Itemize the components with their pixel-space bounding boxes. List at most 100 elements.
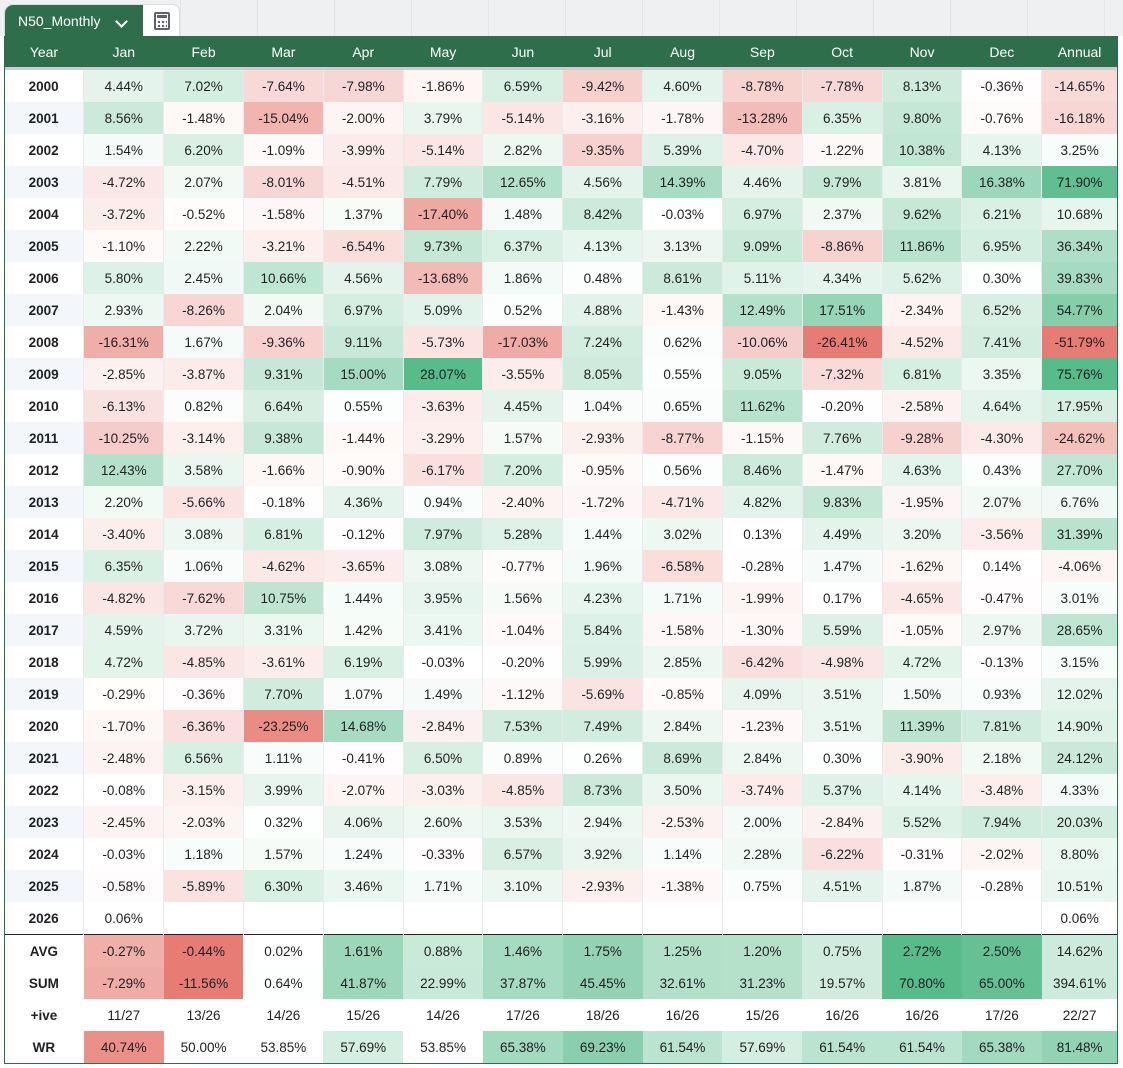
monthly-return-cell[interactable]: 3.51% <box>802 678 883 710</box>
monthly-return-cell[interactable]: 4.60% <box>642 68 723 102</box>
monthly-return-cell[interactable]: 0.93% <box>961 678 1043 710</box>
monthly-return-cell[interactable]: 1.14% <box>642 838 723 870</box>
monthly-return-cell[interactable]: -1.99% <box>722 582 803 614</box>
monthly-return-cell[interactable] <box>802 902 883 935</box>
column-header[interactable]: Jun <box>482 36 563 69</box>
monthly-return-cell[interactable]: 0.32% <box>243 806 324 838</box>
annual-return-cell[interactable]: -51.79% <box>1041 326 1118 358</box>
monthly-return-cell[interactable]: 2.60% <box>403 806 484 838</box>
annual-return-cell[interactable]: -16.18% <box>1041 102 1118 134</box>
monthly-return-cell[interactable]: -4.71% <box>642 486 723 518</box>
monthly-return-cell[interactable]: 3.95% <box>403 582 484 614</box>
monthly-return-cell[interactable]: 6.56% <box>163 742 244 774</box>
year-cell[interactable]: 2000 <box>4 68 85 102</box>
monthly-return-cell[interactable]: -0.31% <box>882 838 963 870</box>
year-cell[interactable]: 2004 <box>4 198 85 230</box>
summary-label[interactable]: SUM <box>28 975 59 991</box>
monthly-return-cell[interactable]: 14.68% <box>323 710 404 742</box>
summary-cell[interactable]: 1.20% <box>722 934 803 967</box>
column-header[interactable]: Oct <box>802 36 883 69</box>
monthly-return-cell[interactable] <box>562 902 644 935</box>
summary-cell[interactable]: 1.61% <box>323 934 404 967</box>
annual-return-cell[interactable]: 17.95% <box>1041 390 1118 422</box>
monthly-return-cell[interactable]: 3.13% <box>642 230 723 262</box>
monthly-return-cell[interactable]: -16.31% <box>83 326 165 358</box>
monthly-return-cell[interactable]: -0.20% <box>482 646 564 678</box>
monthly-return-cell[interactable]: -3.29% <box>403 422 484 454</box>
monthly-return-cell[interactable]: 3.53% <box>482 806 564 838</box>
monthly-return-cell[interactable]: 15.00% <box>323 358 404 390</box>
monthly-return-cell[interactable]: 10.75% <box>243 582 324 614</box>
summary-cell[interactable]: 1.25% <box>642 934 723 967</box>
monthly-return-cell[interactable]: -26.41% <box>802 326 883 358</box>
annual-return-cell[interactable]: 39.83% <box>1041 262 1118 294</box>
monthly-return-cell[interactable]: 5.84% <box>562 614 644 646</box>
monthly-return-cell[interactable]: 1.42% <box>323 614 404 646</box>
annual-return-cell[interactable]: 14.90% <box>1041 710 1118 742</box>
calculator-button[interactable] <box>143 5 181 37</box>
monthly-return-cell[interactable]: 0.26% <box>562 742 644 774</box>
monthly-return-cell[interactable]: -6.17% <box>403 454 484 486</box>
monthly-return-cell[interactable]: -2.07% <box>323 774 404 806</box>
monthly-return-cell[interactable]: 9.62% <box>882 198 963 230</box>
monthly-return-cell[interactable]: -9.28% <box>882 422 963 454</box>
monthly-return-cell[interactable]: 7.20% <box>482 454 564 486</box>
year-cell[interactable]: 2018 <box>4 646 85 678</box>
monthly-return-cell[interactable]: -1.95% <box>882 486 963 518</box>
year-cell[interactable]: 2011 <box>4 422 85 454</box>
summary-label[interactable]: AVG <box>4 934 84 967</box>
monthly-return-cell[interactable]: 6.19% <box>323 646 404 678</box>
summary-cell[interactable]: 394.61% <box>1041 967 1118 999</box>
summary-cell[interactable]: 16/26 <box>802 999 883 1031</box>
monthly-return-cell[interactable]: 6.64% <box>243 390 324 422</box>
monthly-return-cell[interactable]: 4.56% <box>562 166 644 198</box>
monthly-return-cell[interactable]: -0.29% <box>83 678 165 710</box>
year-cell[interactable]: 2003 <box>4 166 85 198</box>
monthly-return-cell[interactable]: 0.06% <box>83 902 165 935</box>
monthly-return-cell[interactable]: 7.49% <box>562 710 644 742</box>
monthly-return-cell[interactable]: -1.09% <box>243 134 324 166</box>
monthly-return-cell[interactable]: 0.82% <box>163 390 244 422</box>
monthly-return-cell[interactable]: -10.06% <box>722 326 803 358</box>
monthly-return-cell[interactable]: 12.43% <box>83 454 165 486</box>
monthly-return-cell[interactable]: 11.62% <box>722 390 803 422</box>
monthly-return-cell[interactable]: 2.28% <box>722 838 803 870</box>
monthly-return-cell[interactable]: -2.02% <box>961 838 1043 870</box>
monthly-return-cell[interactable]: -1.05% <box>882 614 963 646</box>
monthly-return-cell[interactable] <box>482 902 564 935</box>
monthly-return-cell[interactable]: -4.82% <box>83 582 165 614</box>
monthly-return-cell[interactable]: -1.44% <box>323 422 404 454</box>
summary-cell[interactable]: 22/27 <box>1041 999 1118 1031</box>
column-header[interactable]: May <box>403 36 483 69</box>
monthly-return-cell[interactable]: 5.52% <box>882 806 963 838</box>
monthly-return-cell[interactable]: 6.81% <box>882 358 963 390</box>
year-cell[interactable]: 2006 <box>4 262 85 294</box>
monthly-return-cell[interactable]: 2.07% <box>961 486 1043 518</box>
monthly-return-cell[interactable]: -0.20% <box>802 390 883 422</box>
monthly-return-cell[interactable]: -4.85% <box>163 646 244 678</box>
monthly-return-cell[interactable]: -4.62% <box>243 550 324 582</box>
monthly-return-cell[interactable]: 8.46% <box>722 454 803 486</box>
monthly-return-cell[interactable]: -0.47% <box>961 582 1043 614</box>
year-cell[interactable]: 2016 <box>4 582 85 614</box>
monthly-return-cell[interactable]: 1.49% <box>403 678 484 710</box>
summary-cell[interactable]: 65.00% <box>961 967 1042 999</box>
monthly-return-cell[interactable]: -9.35% <box>562 134 644 166</box>
column-header[interactable]: Sep <box>722 36 803 69</box>
monthly-return-cell[interactable]: 0.75% <box>722 870 803 902</box>
chevron-down-icon[interactable] <box>115 15 128 28</box>
monthly-return-cell[interactable]: -4.70% <box>722 134 803 166</box>
monthly-return-cell[interactable]: -13.68% <box>403 262 484 294</box>
monthly-return-cell[interactable]: 3.08% <box>163 518 244 550</box>
monthly-return-cell[interactable]: 1.71% <box>642 582 723 614</box>
monthly-return-cell[interactable]: 3.41% <box>403 614 484 646</box>
annual-return-cell[interactable]: 75.76% <box>1041 358 1118 390</box>
monthly-return-cell[interactable]: 6.95% <box>961 230 1043 262</box>
monthly-return-cell[interactable]: 4.06% <box>323 806 404 838</box>
summary-cell[interactable]: 53.85% <box>403 1031 483 1063</box>
monthly-return-cell[interactable]: -17.40% <box>403 198 484 230</box>
monthly-return-cell[interactable]: -2.84% <box>403 710 484 742</box>
annual-return-cell[interactable]: 4.33% <box>1041 774 1118 806</box>
monthly-return-cell[interactable]: 3.10% <box>482 870 564 902</box>
monthly-return-cell[interactable]: -7.78% <box>802 68 883 102</box>
